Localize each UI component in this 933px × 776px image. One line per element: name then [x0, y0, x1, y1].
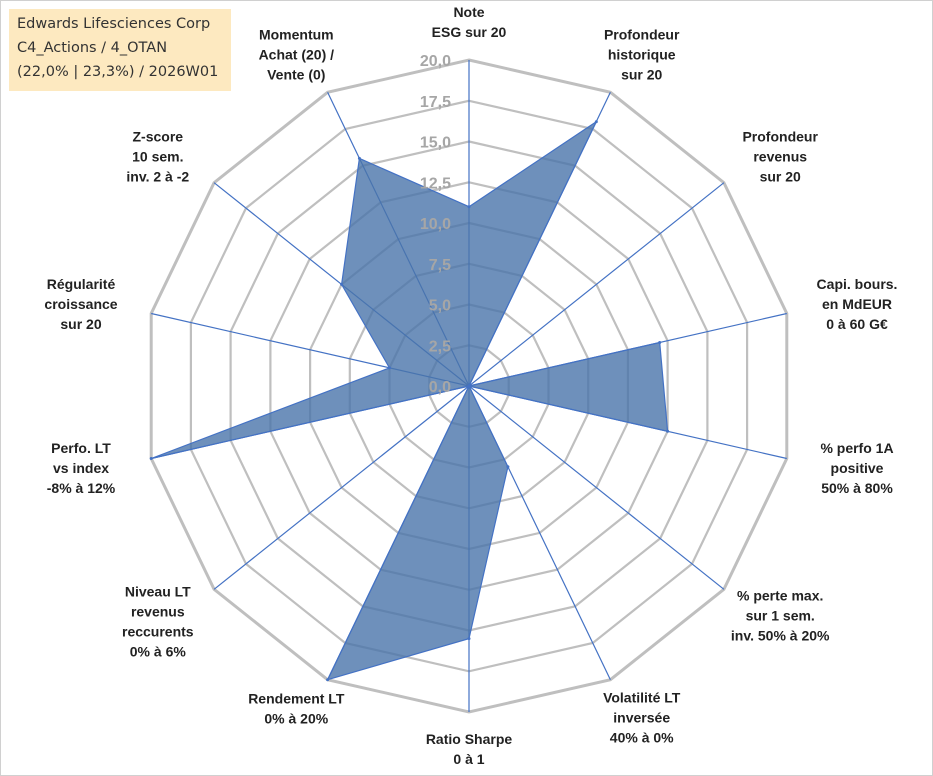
- data-point: [506, 465, 510, 469]
- axis-label: Momentum Achat (20) / Vente (0): [259, 26, 335, 82]
- axis-label-line: Profondeur: [604, 26, 680, 42]
- data-point: [467, 205, 471, 209]
- axis-spoke: [213, 385, 470, 590]
- axis-label-line: croissance: [44, 296, 117, 312]
- data-point: [594, 120, 598, 124]
- axis-label-line: Ratio Sharpe: [426, 731, 513, 747]
- axis-label-line: Régularité: [47, 276, 116, 292]
- axis-label-line: inv. 2 à -2: [126, 169, 189, 185]
- portfolio-name: C4_Actions / 4_OTAN: [17, 40, 168, 56]
- axis-label: % perfo 1A positive 50% à 80%: [820, 440, 893, 496]
- axis-label-line: Volatilité LT: [603, 690, 681, 706]
- radar-series: [149, 119, 670, 682]
- axis-label: Capi. bours. en MdEUR 0 à 60 G€: [817, 276, 898, 332]
- axis-label-line: en MdEUR: [822, 296, 892, 312]
- axis-label-line: sur 1 sem.: [746, 607, 815, 623]
- company-name: Edwards Lifesciences Corp: [17, 16, 211, 32]
- axis-spoke: [468, 182, 725, 387]
- axis-label-line: Z-score: [133, 129, 184, 145]
- axis-spoke: [468, 385, 725, 590]
- data-point: [467, 384, 471, 388]
- radar-tick-labels: 0,0 2,5 5,0 7,5 10,0 12,5 15,0 17,5 20,0: [420, 53, 451, 396]
- tick-label: 10,0: [420, 216, 451, 233]
- axis-label: Volatilité LT inversée 40% à 0%: [603, 690, 681, 746]
- axis-label-line: Niveau LT: [125, 584, 191, 600]
- axis-label-line: 50% à 80%: [821, 480, 893, 496]
- axis-label-line: 0% à 6%: [130, 644, 187, 660]
- axis-label-line: inversée: [613, 710, 670, 726]
- data-point: [467, 637, 471, 641]
- axis-label-line: vs index: [53, 460, 109, 476]
- axis-label-line: 0% à 20%: [264, 711, 328, 727]
- data-point: [357, 156, 361, 160]
- data-point: [388, 366, 391, 370]
- axis-label-line: sur 20: [60, 316, 101, 332]
- axis-label-line: Capi. bours.: [817, 276, 898, 292]
- axis-label: Profondeur revenus sur 20: [742, 129, 818, 185]
- info-box: Edwards Lifesciences Corp C4_Actions / 4…: [9, 9, 231, 91]
- data-point: [149, 457, 153, 460]
- axis-label-line: 10 sem.: [132, 149, 183, 165]
- tick-label: 15,0: [420, 135, 451, 152]
- tick-label: 20,0: [420, 53, 451, 70]
- axis-label-line: positive: [831, 460, 884, 476]
- axis-label-line: Vente (0): [267, 66, 325, 82]
- data-point: [326, 678, 330, 682]
- axis-label-line: sur 20: [621, 66, 662, 82]
- tick-label: 17,5: [420, 94, 451, 111]
- axis-label-line: Momentum: [259, 26, 334, 42]
- axis-label-line: reccurents: [122, 624, 194, 640]
- axis-label: % perte max. sur 1 sem. inv. 50% à 20%: [731, 587, 830, 643]
- axis-label-line: -8% à 12%: [47, 480, 116, 496]
- data-point: [666, 429, 670, 433]
- tick-label: 7,5: [429, 257, 451, 274]
- axis-label-line: Note: [453, 4, 484, 20]
- axis-label: Perfo. LT vs index -8% à 12%: [47, 440, 116, 496]
- axis-label-line: % perfo 1A: [820, 440, 893, 456]
- axis-label-line: revenus: [753, 149, 807, 165]
- tick-label: 2,5: [429, 338, 451, 355]
- axis-label-line: 40% à 0%: [610, 730, 674, 746]
- radar-axis-labels: Note ESG sur 20 Profondeur historique sur 20…: [44, 4, 897, 767]
- axis-label-line: Achat (20) /: [259, 46, 335, 62]
- tick-label: 12,5: [420, 175, 451, 192]
- axis-label-line: % perte max.: [737, 587, 823, 603]
- axis-label-line: inv. 50% à 20%: [731, 627, 830, 643]
- axis-label-line: revenus: [131, 604, 185, 620]
- axis-label-line: 0 à 1: [453, 751, 484, 767]
- performance-stats: (22,0% | 23,3%) / 2026W01: [17, 64, 219, 80]
- axis-label: Z-score 10 sem. inv. 2 à -2: [126, 129, 189, 185]
- axis-label-line: 0 à 60 G€: [826, 316, 888, 332]
- data-point: [340, 282, 344, 286]
- axis-label-line: Rendement LT: [248, 691, 345, 707]
- data-point: [658, 341, 662, 344]
- axis-label-line: Profondeur: [742, 129, 818, 145]
- data-series-area: [150, 119, 669, 681]
- axis-label: Niveau LT revenus reccurents 0% à 6%: [122, 584, 194, 660]
- axis-label: Régularité croissance sur 20: [44, 276, 117, 332]
- tick-label: 5,0: [429, 298, 451, 315]
- axis-label: Note ESG sur 20: [432, 4, 507, 40]
- axis-label-line: sur 20: [760, 169, 801, 185]
- axis-label: Ratio Sharpe 0 à 1: [426, 731, 513, 767]
- axis-label-line: Perfo. LT: [51, 440, 111, 456]
- axis-label: Profondeur historique sur 20: [604, 26, 680, 82]
- axis-label-line: historique: [608, 46, 676, 62]
- axis-label-line: ESG sur 20: [432, 24, 507, 40]
- axis-label: Rendement LT 0% à 20%: [248, 691, 345, 727]
- tick-label: 0,0: [429, 379, 451, 396]
